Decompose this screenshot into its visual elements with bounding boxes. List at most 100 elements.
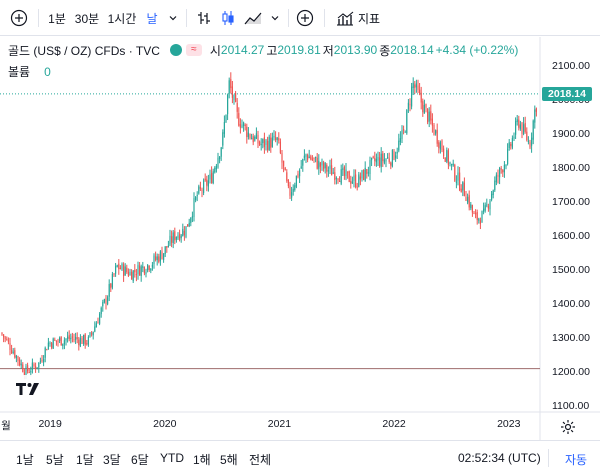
candle-body bbox=[231, 86, 233, 98]
time-tick-label: 2022 bbox=[382, 418, 406, 430]
interval-1m-button[interactable]: 1분 bbox=[48, 11, 66, 26]
price-axis[interactable]: 2100.002000.001900.001800.001700.001600.… bbox=[540, 37, 600, 420]
candle-body bbox=[71, 336, 73, 338]
compare-symbol-button[interactable] bbox=[294, 8, 316, 28]
candle-body bbox=[487, 206, 489, 209]
range-5d-button[interactable]: 5날 bbox=[46, 453, 64, 467]
plus-circle-icon bbox=[10, 9, 28, 27]
price-chart[interactable] bbox=[0, 0, 600, 440]
candle-body bbox=[503, 164, 505, 173]
candle-body bbox=[20, 363, 22, 366]
candle-body bbox=[307, 154, 309, 160]
candle-body bbox=[252, 136, 254, 143]
candle-body bbox=[115, 266, 117, 274]
candle-body bbox=[219, 156, 221, 160]
candle-body bbox=[337, 179, 339, 181]
candle-body bbox=[423, 104, 425, 114]
tradingview-logo-icon[interactable] bbox=[10, 375, 46, 403]
candle-body bbox=[49, 342, 51, 345]
range-5y-button[interactable]: 5해 bbox=[220, 453, 238, 467]
candle-body bbox=[295, 175, 297, 187]
range-6m-button[interactable]: 6달 bbox=[131, 453, 149, 467]
candle-body bbox=[91, 333, 93, 335]
range-1m-button[interactable]: 1달 bbox=[76, 453, 94, 467]
candle-body bbox=[481, 211, 483, 223]
candle-body bbox=[275, 137, 277, 141]
candle-body bbox=[511, 138, 513, 148]
candle-body bbox=[443, 148, 445, 157]
candle-body bbox=[395, 155, 397, 159]
candle-body bbox=[377, 157, 379, 161]
candle-body bbox=[283, 160, 285, 167]
bar-chart-button[interactable] bbox=[194, 8, 214, 28]
symbol-title[interactable]: 골드 (US$ / OZ) CFDs · TVC bbox=[8, 43, 160, 58]
candle-body bbox=[505, 164, 507, 167]
candle-body bbox=[39, 360, 41, 362]
candle-body bbox=[54, 339, 56, 341]
candle-body bbox=[70, 338, 72, 340]
close-label: 종 bbox=[379, 43, 391, 58]
delayed-data-badge: ≈ bbox=[185, 44, 202, 56]
clock-time[interactable]: 02:52:34 (UTC) bbox=[458, 451, 541, 465]
candle-body bbox=[308, 156, 310, 159]
candle-body bbox=[463, 182, 465, 196]
candle-body bbox=[206, 179, 208, 186]
candle-body bbox=[497, 175, 499, 177]
candle-body bbox=[281, 153, 283, 163]
candle-body bbox=[67, 336, 69, 339]
candle-body bbox=[153, 255, 155, 265]
candle-body bbox=[113, 273, 115, 275]
candle-body bbox=[342, 168, 344, 170]
candle-body bbox=[105, 298, 107, 304]
range-1y-button[interactable]: 1해 bbox=[193, 453, 211, 467]
candle-body bbox=[323, 162, 325, 169]
candle-body bbox=[220, 147, 222, 157]
candle-body bbox=[182, 229, 184, 236]
candle-body bbox=[459, 172, 461, 190]
candle-body bbox=[79, 337, 81, 347]
candle-body bbox=[159, 251, 161, 262]
candle-body bbox=[236, 102, 238, 112]
candle-body bbox=[294, 185, 296, 190]
candle-body bbox=[289, 185, 291, 196]
time-axis[interactable]: 월 2019 2020 2021 2022 2023 bbox=[0, 412, 540, 432]
range-3m-button[interactable]: 3달 bbox=[103, 453, 121, 467]
candle-body bbox=[273, 135, 275, 138]
candle-body bbox=[407, 102, 409, 110]
candle-body bbox=[355, 174, 357, 187]
candle-body bbox=[249, 134, 251, 139]
indicators-button[interactable]: 지표 bbox=[332, 8, 384, 28]
interval-1h-button[interactable]: 1시간 bbox=[107, 11, 137, 26]
candle-body bbox=[212, 171, 214, 184]
chart-settings-button[interactable] bbox=[560, 419, 578, 437]
candle-body bbox=[420, 92, 422, 103]
candle-body bbox=[100, 307, 102, 315]
chart-type-dropdown-button[interactable] bbox=[268, 8, 282, 28]
interval-30m-button[interactable]: 30분 bbox=[74, 11, 100, 26]
add-symbol-button[interactable] bbox=[8, 8, 30, 28]
range-1d-button[interactable]: 1날 bbox=[16, 453, 34, 467]
candle-body bbox=[436, 129, 438, 144]
candle-body bbox=[12, 351, 14, 353]
candle-body bbox=[476, 212, 478, 221]
range-all-button[interactable]: 전체 bbox=[249, 453, 272, 467]
candle-body bbox=[372, 156, 374, 158]
candle-body bbox=[401, 130, 403, 139]
candle-body bbox=[30, 371, 32, 373]
candle-body bbox=[140, 266, 142, 276]
candle-body bbox=[406, 109, 408, 134]
symbol-legend: 골드 (US$ / OZ) CFDs · TVC ≈ 시 2014.27 고 2… bbox=[8, 42, 520, 58]
indicators-label: 지표 bbox=[357, 11, 381, 26]
candle-body bbox=[111, 273, 113, 288]
open-label: 시 bbox=[209, 43, 221, 58]
candle-body bbox=[385, 159, 387, 162]
auto-scale-button[interactable]: 자동 bbox=[565, 453, 588, 467]
area-chart-button[interactable] bbox=[242, 8, 264, 28]
interval-dropdown-button[interactable] bbox=[166, 8, 180, 28]
candle-body bbox=[78, 339, 80, 346]
interval-1d-button[interactable]: 날 bbox=[146, 11, 158, 26]
range-ytd-button[interactable]: YTD bbox=[160, 451, 184, 465]
candlestick-button[interactable] bbox=[218, 8, 238, 28]
price-tick-label: 1900.00 bbox=[552, 128, 590, 140]
candle-body bbox=[19, 359, 21, 366]
